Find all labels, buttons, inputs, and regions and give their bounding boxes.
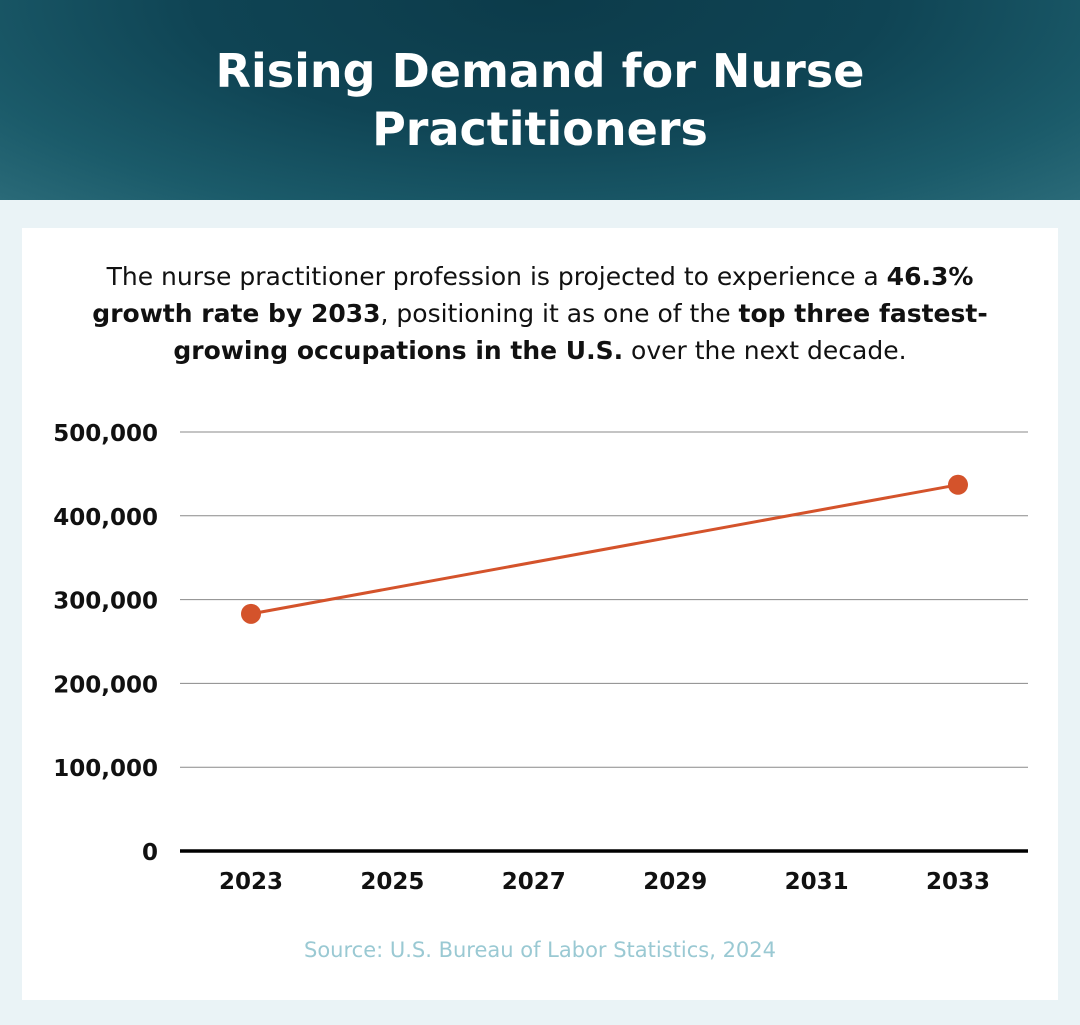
data-point [241, 603, 261, 624]
y-tick-label: 200,000 [53, 672, 158, 698]
y-tick-label: 300,000 [53, 589, 158, 615]
x-tick-label: 2025 [360, 869, 424, 895]
source-citation: Source: U.S. Bureau of Labor Statistics,… [303, 938, 777, 962]
y-tick-label: 0 [142, 840, 158, 866]
header-banner: Rising Demand for Nurse Practitioners [0, 0, 1080, 200]
x-tick-label: 2027 [502, 869, 566, 895]
description-text-1: The nurse practitioner profession is pro… [106, 262, 887, 291]
y-tick-label: 500,000 [53, 421, 158, 447]
y-tick-label: 400,000 [53, 505, 158, 531]
series-line [250, 483, 959, 616]
y-tick-label: 100,000 [53, 756, 158, 782]
line-chart: 0 100,000 200,000 300,000 400,000 500,000 2023… [53, 421, 1028, 895]
data-point [948, 474, 968, 495]
x-tick-label: 2023 [219, 869, 283, 895]
description-highlight-rank: top three fastest-growing occupations in… [173, 299, 988, 365]
chart-description: The nurse practitioner profession is pro… [82, 258, 998, 369]
x-tick-label: 2033 [926, 869, 990, 895]
page-title: Rising Demand for Nurse Practitioners [215, 44, 865, 156]
description-text-2: , positioning it as one of the [380, 299, 739, 328]
x-tick-label: 2031 [785, 869, 849, 895]
x-tick-label: 2029 [643, 869, 707, 895]
description-text-3: over the next decade. [623, 336, 907, 365]
chart-card: The nurse practitioner profession is pro… [22, 228, 1058, 1000]
description-highlight-growth: 46.3% growth rate by 2033 [92, 262, 974, 328]
